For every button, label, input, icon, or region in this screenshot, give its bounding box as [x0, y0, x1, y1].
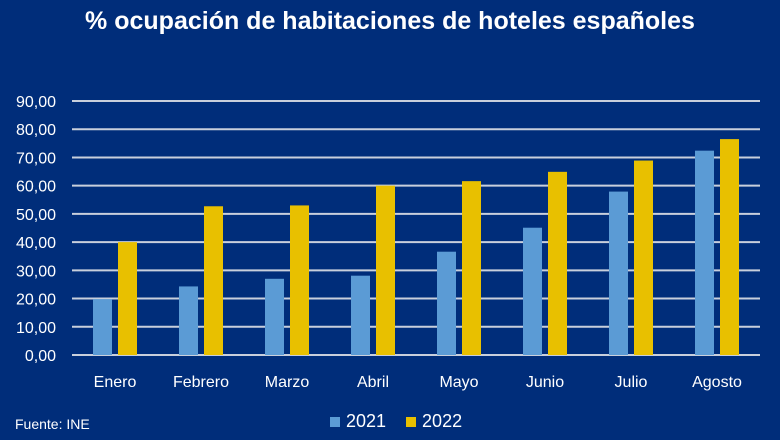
y-tick-label: 0,00 [25, 348, 56, 365]
x-tick-label: Agosto [692, 374, 742, 391]
y-tick-label: 90,00 [16, 94, 56, 111]
x-tick-label: Mayo [439, 374, 478, 391]
legend: 2021 2022 [330, 411, 462, 432]
y-tick-label: 40,00 [16, 235, 56, 252]
chart-title: % ocupación de habitaciones de hoteles e… [85, 7, 695, 35]
bar-2021-enero [93, 299, 112, 355]
bar-2021-agosto [695, 150, 714, 355]
x-tick-label: Marzo [265, 374, 310, 391]
bar-2021-junio [523, 227, 542, 355]
x-tick-label: Junio [526, 374, 564, 391]
bar-2022-marzo [290, 205, 309, 355]
bar-2022-abril [376, 185, 395, 355]
bar-2022-enero [118, 242, 137, 355]
legend-swatch-2022 [406, 416, 417, 427]
bar-2022-julio [634, 160, 653, 355]
bar-2021-marzo [265, 278, 284, 355]
y-tick-label: 20,00 [16, 292, 56, 309]
y-tick-label: 10,00 [16, 320, 56, 337]
legend-label-2021: 2021 [346, 411, 387, 431]
legend-swatch-2021 [330, 416, 340, 427]
y-tick-label: 80,00 [16, 122, 56, 139]
bar-2022-febrero [204, 206, 223, 355]
y-tick-label: 50,00 [16, 207, 56, 224]
y-tick-label: 30,00 [16, 263, 56, 280]
source-note: Fuente: INE [15, 416, 90, 432]
y-tick-label: 70,00 [16, 150, 56, 167]
bar-2022-junio [548, 171, 567, 355]
bar-2021-abril [351, 275, 370, 355]
bar-2021-julio [609, 191, 628, 355]
bar-2021-mayo [437, 251, 456, 355]
bar-2022-agosto [720, 139, 739, 355]
bar-2022-mayo [462, 181, 481, 355]
bar-2021-febrero [179, 286, 198, 355]
y-tick-label: 60,00 [16, 179, 56, 196]
x-tick-label: Julio [615, 374, 648, 391]
x-tick-label: Febrero [173, 374, 229, 391]
x-tick-label: Abril [357, 374, 389, 391]
x-tick-label: Enero [94, 374, 137, 391]
legend-label-2022: 2022 [422, 411, 463, 431]
